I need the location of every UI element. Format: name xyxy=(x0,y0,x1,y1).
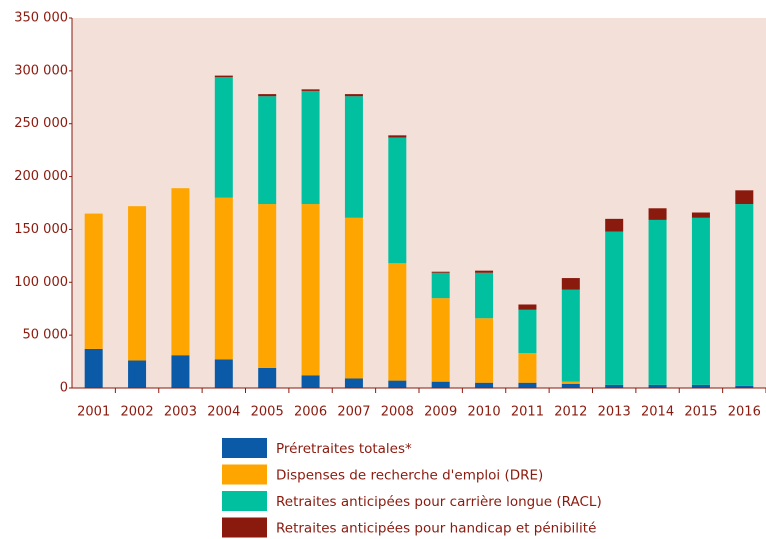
bar-segment xyxy=(301,89,320,91)
bar-segment xyxy=(344,378,363,388)
bar-segment xyxy=(648,219,667,385)
bar-segment xyxy=(84,213,103,349)
bar-segment xyxy=(214,77,233,198)
bar-segment xyxy=(691,384,710,388)
x-tick-label: 2009 xyxy=(424,405,457,420)
bar-segment xyxy=(518,304,537,310)
y-tick-label: 200 000 xyxy=(14,169,68,184)
bar-segment xyxy=(301,204,320,376)
legend-swatch xyxy=(222,438,267,458)
bar-segment xyxy=(561,289,580,382)
bar-segment xyxy=(214,359,233,388)
bars xyxy=(84,75,754,388)
y-tick-label: 100 000 xyxy=(14,275,68,290)
bar-segment xyxy=(735,190,754,205)
bar-segment xyxy=(258,367,277,388)
x-tick-label: 2010 xyxy=(468,405,501,420)
bar-segment xyxy=(301,90,320,205)
bar-segment xyxy=(561,278,580,290)
legend-swatch xyxy=(222,517,267,538)
bar-segment xyxy=(431,381,450,388)
bar-segment xyxy=(388,137,407,264)
bar-segment xyxy=(475,270,494,273)
bar-segment xyxy=(128,360,147,388)
bar-segment xyxy=(735,204,754,386)
x-tick-label: 2007 xyxy=(337,405,370,420)
x-tick-label: 2015 xyxy=(684,405,717,420)
x-tick-label: 2014 xyxy=(641,405,674,420)
legend: Préretraites totales* Dispenses de recher… xyxy=(222,438,602,538)
bar-segment xyxy=(388,263,407,381)
bar-segment xyxy=(344,96,363,218)
bar-segment xyxy=(518,382,537,388)
bar-segment xyxy=(388,135,407,138)
x-tick-label: 2006 xyxy=(294,405,327,420)
bar-segment xyxy=(605,218,624,232)
legend-label: Préretraites totales* xyxy=(276,441,412,457)
bar-segment xyxy=(301,375,320,388)
bar-segment xyxy=(648,208,667,220)
bar-segment xyxy=(388,380,407,388)
bar-segment xyxy=(344,217,363,379)
bar-segment xyxy=(605,231,624,385)
bar-segment xyxy=(648,384,667,388)
bar-segment xyxy=(605,384,624,388)
bar-segment xyxy=(431,271,450,273)
x-tick-label: 2012 xyxy=(554,405,587,420)
x-tick-label: 2001 xyxy=(77,405,110,420)
x-tick-label: 2013 xyxy=(598,405,631,420)
y-tick-label: 50 000 xyxy=(23,328,69,343)
axes: 0 50 000 100 000 150 000 200 000 250 000 300 0… xyxy=(14,11,766,420)
y-tick-label: 0 xyxy=(60,381,68,396)
x-tick-label: 2002 xyxy=(121,405,154,420)
bar-segment xyxy=(735,385,754,388)
bar-segment xyxy=(431,272,450,299)
bar-segment xyxy=(214,75,233,78)
bar-segment xyxy=(431,298,450,382)
y-tick-label: 350 000 xyxy=(14,11,68,26)
bar-segment xyxy=(475,318,494,383)
y-tick-label: 300 000 xyxy=(14,63,68,78)
legend-label: Retraites anticipées pour handicap et pé… xyxy=(276,521,596,537)
x-tick-label: 2005 xyxy=(251,405,284,420)
bar-segment xyxy=(691,212,710,218)
bar-segment xyxy=(171,355,190,388)
x-tick-label: 2008 xyxy=(381,405,414,420)
bar-segment xyxy=(171,188,190,356)
bar-segment xyxy=(258,96,277,205)
bar-segment xyxy=(561,383,580,388)
legend-label: Retraites anticipées pour carrière longu… xyxy=(276,494,602,510)
x-tick-label: 2003 xyxy=(164,405,197,420)
x-tick-label: 2011 xyxy=(511,405,544,420)
bar-segment xyxy=(84,348,103,388)
bar-segment xyxy=(518,309,537,354)
bar-segment xyxy=(691,217,710,385)
legend-swatch xyxy=(222,491,267,511)
bar-segment xyxy=(214,197,233,360)
bar-segment xyxy=(561,381,580,384)
bar-segment xyxy=(518,353,537,383)
bar-segment xyxy=(475,272,494,319)
bar-segment xyxy=(128,206,147,361)
legend-label: Dispenses de recherche d'emploi (DRE) xyxy=(276,468,543,484)
bar-segment xyxy=(258,204,277,368)
y-tick-label: 150 000 xyxy=(14,222,68,237)
bar-segment xyxy=(258,94,277,97)
y-tick-label: 250 000 xyxy=(14,116,68,131)
x-tick-label: 2016 xyxy=(728,405,761,420)
bar-segment xyxy=(344,94,363,97)
x-tick-label: 2004 xyxy=(207,405,240,420)
legend-swatch xyxy=(222,464,267,485)
bar-segment xyxy=(475,382,494,388)
